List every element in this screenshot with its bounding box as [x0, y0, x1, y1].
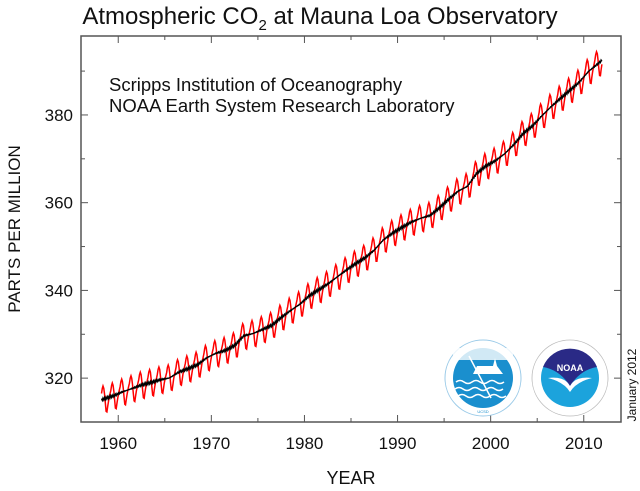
x-tick-label: 1970 — [192, 434, 230, 453]
date-stamp: January 2012 — [625, 348, 639, 421]
noaa-logo: NOAA — [531, 339, 609, 417]
y-tick-label: 380 — [45, 106, 73, 125]
x-axis-label: YEAR — [326, 468, 375, 488]
trend-co2-line — [100, 58, 603, 403]
x-tick-label: 1980 — [286, 434, 324, 453]
x-tick-label: 1960 — [99, 434, 137, 453]
y-tick-label: 340 — [45, 281, 73, 300]
annotation-noaa: NOAA Earth System Research Laboratory — [109, 95, 455, 116]
series — [100, 49, 603, 414]
noaa-logo-center: NOAA — [557, 363, 584, 373]
scripps-logo-bottom: UCSD — [477, 409, 488, 414]
scripps-logo: UCSD — [444, 339, 522, 417]
chart-title: Atmospheric CO2 at Mauna Loa Observatory — [82, 3, 557, 34]
x-tick-label: 2010 — [565, 434, 603, 453]
x-tick-label: 1990 — [379, 434, 417, 453]
y-axis-label: PARTS PER MILLION — [5, 145, 24, 313]
y-tick-label: 320 — [45, 369, 73, 388]
annotation-scripps: Scripps Institution of Oceanography — [109, 74, 403, 95]
axes: 1960 1970 1980 1990 2000 2010 320 340 360 380 — [45, 35, 622, 453]
y-tick-label: 360 — [45, 194, 73, 213]
x-tick-label: 2000 — [472, 434, 510, 453]
